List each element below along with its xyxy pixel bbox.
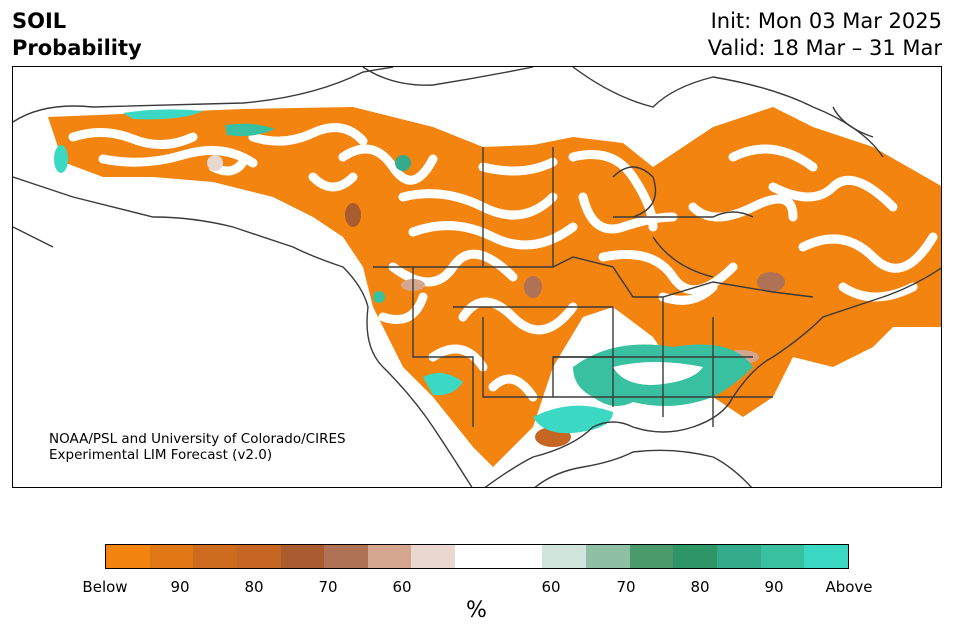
forecast-map bbox=[12, 66, 942, 488]
colorbar-swatch bbox=[586, 545, 630, 568]
colorbar-unit: % bbox=[466, 598, 487, 623]
colorbar-tick-label: 60 bbox=[541, 578, 561, 596]
colorbar-swatch bbox=[324, 545, 368, 568]
colorbar-swatch bbox=[629, 545, 674, 568]
colorbar-tick-label: 90 bbox=[170, 578, 190, 596]
colorbar-swatch bbox=[716, 545, 761, 568]
colorbar-tick-label: 90 bbox=[764, 578, 784, 596]
colorbar-ticks: Below 90 80 70 60 60 70 80 90 Above bbox=[0, 578, 954, 598]
map-canvas bbox=[13, 67, 941, 487]
colorbar-tick-label: 70 bbox=[616, 578, 636, 596]
valid-dates: Valid: 18 Mar – 31 Mar bbox=[707, 36, 942, 60]
credit-text: NOAA/PSL and University of Colorado/CIRE… bbox=[49, 431, 346, 463]
colorbar-swatch bbox=[367, 545, 412, 568]
colorbar-swatch bbox=[804, 545, 848, 568]
colorbar-tick-label: 80 bbox=[690, 578, 710, 596]
colorbar-swatch bbox=[193, 545, 237, 568]
plot-title: SOIL Probability bbox=[12, 8, 142, 62]
title-variable: SOIL bbox=[12, 9, 67, 33]
colorbar bbox=[105, 544, 849, 569]
colorbar-swatch bbox=[673, 545, 717, 568]
date-header: Init: Mon 03 Mar 2025 Valid: 18 Mar – 31… bbox=[708, 8, 942, 62]
credit-line-1: NOAA/PSL and University of Colorado/CIRE… bbox=[49, 431, 346, 447]
colorbar-swatch bbox=[498, 545, 543, 568]
colorbar-tick-label: 70 bbox=[318, 578, 338, 596]
colorbar-swatch bbox=[280, 545, 325, 568]
colorbar-tick-label: Below bbox=[82, 578, 128, 596]
colorbar-swatch bbox=[455, 545, 499, 568]
colorbar-swatch bbox=[149, 545, 194, 568]
colorbar-swatch bbox=[106, 545, 150, 568]
title-type: Probability bbox=[12, 36, 142, 60]
colorbar-tick-label: 80 bbox=[244, 578, 264, 596]
colorbar-tick-label: Above bbox=[825, 578, 873, 596]
credit-line-2: Experimental LIM Forecast (v2.0) bbox=[49, 447, 273, 463]
colorbar-swatch bbox=[411, 545, 456, 568]
colorbar-swatch bbox=[236, 545, 281, 568]
init-date: Init: Mon 03 Mar 2025 bbox=[710, 9, 942, 33]
colorbar-tick-label: 60 bbox=[392, 578, 412, 596]
colorbar-swatch bbox=[542, 545, 587, 568]
colorbar-swatch bbox=[760, 545, 805, 568]
boundaries bbox=[13, 67, 941, 487]
